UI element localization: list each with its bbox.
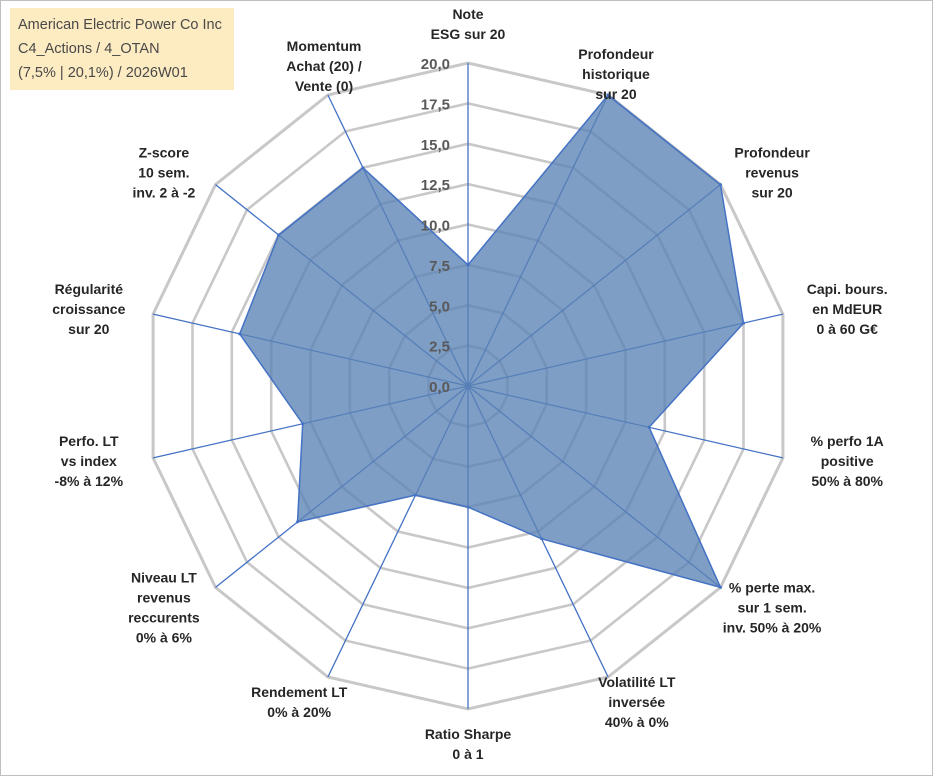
axis-label-6: Volatilité LT inversée 40% à 0% bbox=[598, 674, 676, 730]
tick-label: 15,0 bbox=[421, 137, 450, 154]
axis-label-13: Momentum Achat (20) / Vente (0) bbox=[286, 38, 362, 94]
data-point bbox=[719, 585, 722, 589]
tick-label: 5,0 bbox=[429, 298, 450, 315]
tick-label: 7,5 bbox=[429, 258, 450, 275]
axis-label-1: Profondeur historique sur 20 bbox=[578, 46, 654, 102]
radial-tick-labels: 0,0 2,5 5,0 7,5 10,0 12,5 15,0 17,5 20,0 bbox=[421, 56, 450, 396]
axis-label-8: Rendement LT 0% à 20% bbox=[251, 684, 348, 720]
tick-label: 10,0 bbox=[421, 218, 450, 235]
title-company: American Electric Power Co Inc bbox=[18, 17, 222, 33]
data-point bbox=[606, 93, 610, 97]
radar-series bbox=[238, 93, 745, 589]
data-point bbox=[277, 233, 281, 237]
data-point bbox=[466, 505, 470, 509]
data-point bbox=[301, 422, 305, 426]
title-category: C4_Actions / 4_OTAN bbox=[18, 41, 160, 57]
data-point bbox=[742, 321, 745, 325]
data-point bbox=[719, 183, 722, 187]
axis-label-3: Capi. bours. en MdEUR 0 à 60 G€ bbox=[807, 281, 888, 337]
data-point bbox=[647, 425, 651, 429]
series-area bbox=[238, 93, 745, 589]
axis-label-5: % perte max. sur 1 sem. inv. 50% à 20% bbox=[723, 580, 822, 636]
axis-label-4: % perfo 1A positive 50% à 80% bbox=[811, 433, 884, 489]
axis-label-7: Ratio Sharpe 0 à 1 bbox=[425, 726, 512, 762]
axis-label-0: Note ESG sur 20 bbox=[431, 6, 506, 42]
axis-label-2: Profondeur revenus sur 20 bbox=[734, 144, 810, 200]
data-point bbox=[540, 537, 544, 541]
data-point bbox=[466, 263, 470, 267]
axis-label-10: Perfo. LT vs index -8% à 12% bbox=[55, 433, 124, 489]
tick-label: 17,5 bbox=[421, 96, 450, 113]
data-point bbox=[413, 493, 417, 497]
data-point bbox=[361, 166, 365, 170]
axis-label-11: Régularité croissance sur 20 bbox=[52, 281, 125, 337]
axis-label-12: Z-score 10 sem. inv. 2 à -2 bbox=[133, 144, 196, 200]
tick-label: 2,5 bbox=[429, 339, 450, 356]
title-box: American Electric Power Co Inc C4_Action… bbox=[10, 8, 234, 90]
axis-labels: Note ESG sur 20 Profondeur historique sur 20… bbox=[52, 6, 887, 762]
title-period: (7,5% | 20,1%) / 2026W01 bbox=[18, 65, 188, 81]
data-point bbox=[296, 520, 299, 524]
tick-label: 20,0 bbox=[421, 56, 450, 73]
axis-label-9: Niveau LT revenus reccurents 0% à 6% bbox=[128, 570, 200, 646]
data-point bbox=[238, 332, 242, 336]
tick-label: 12,5 bbox=[421, 177, 450, 194]
tick-label: 0,0 bbox=[429, 379, 450, 396]
